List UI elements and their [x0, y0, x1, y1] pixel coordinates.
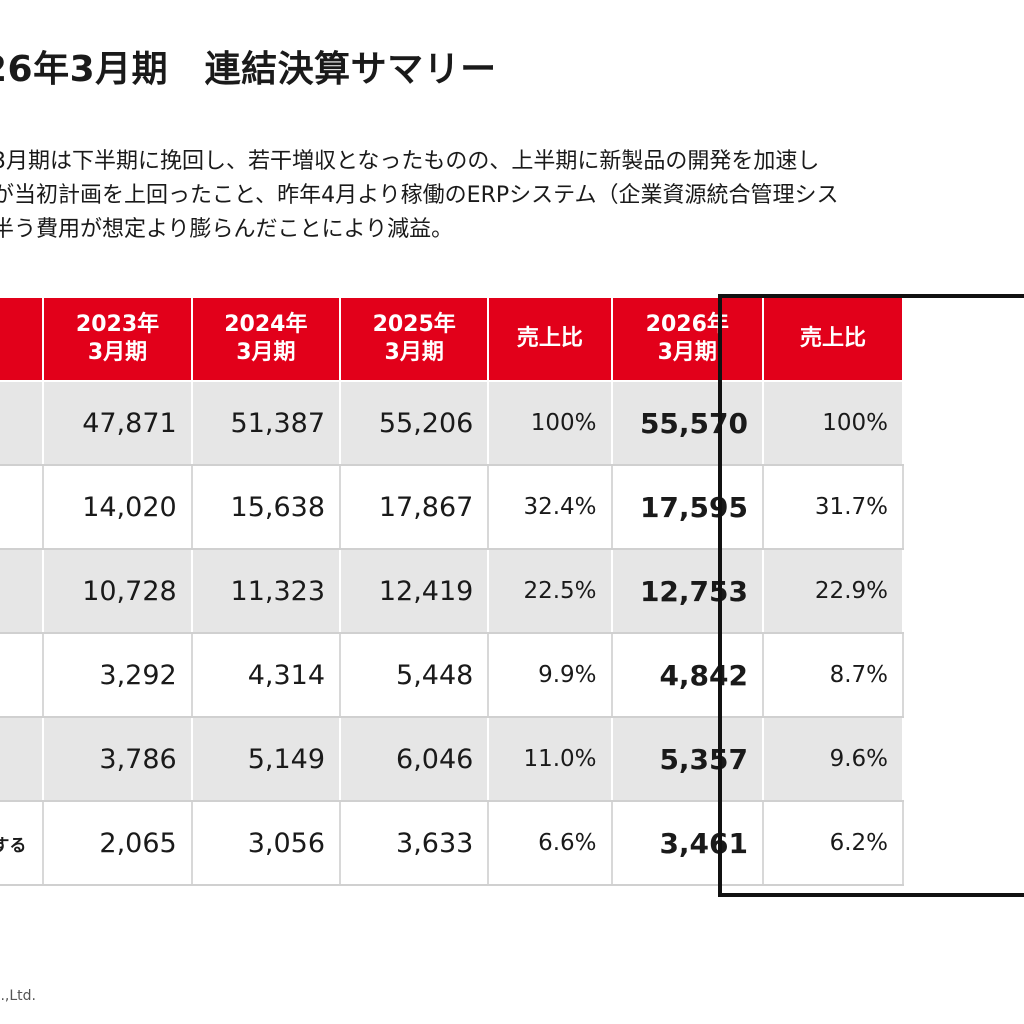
cell-2026: 12,753: [610, 548, 765, 634]
cell-2023: 3,292: [42, 632, 193, 718]
table-row: 3,786 5,149 6,046 11.0% 5,357 9.6%: [0, 716, 904, 802]
header-label-cell: [0, 296, 45, 382]
page-title: 26年3月期 連結決算サマリー: [0, 49, 497, 90]
header-2024: 2024年 3月期: [190, 296, 342, 382]
cell-ratio-2025: 100%: [487, 380, 613, 466]
cell-ratio-2025: 6.6%: [487, 800, 613, 886]
cell-2024: 3,056: [190, 800, 342, 886]
cell-ratio-2026: 31.7%: [762, 464, 904, 550]
cell-2026: 55,570: [610, 380, 765, 466]
row-label: [0, 632, 45, 718]
cell-2023: 2,065: [42, 800, 193, 886]
row-label: 帰属する: [0, 800, 45, 886]
cell-2024: 4,314: [190, 632, 342, 718]
cell-2023: 47,871: [42, 380, 193, 466]
header-2023: 2023年 3月期: [42, 296, 193, 382]
cell-ratio-2026: 22.9%: [762, 548, 904, 634]
cell-2023: 10,728: [42, 548, 193, 634]
cell-2026: 4,842: [610, 632, 765, 718]
cell-ratio-2025: 9.9%: [487, 632, 613, 718]
row-label: [0, 464, 45, 550]
cell-2026: 5,357: [610, 716, 765, 802]
table-row: 10,728 11,323 12,419 22.5% 12,753 22.9%: [0, 548, 904, 634]
cell-2024: 15,638: [190, 464, 342, 550]
cell-ratio-2026: 8.7%: [762, 632, 904, 718]
row-label: [0, 716, 45, 802]
table-header-row: 2023年 3月期 2024年 3月期 2025年 3月期 売上比 2026年 3月期 …: [0, 296, 904, 382]
cell-ratio-2025: 11.0%: [487, 716, 613, 802]
table-row: 47,871 51,387 55,206 100% 55,570 100%: [0, 380, 904, 466]
summary-line-2: が当初計画を上回ったこと、昨年4月より稼働のERPシステム（企業資源統合管理シス: [0, 183, 839, 208]
cell-2026: 3,461: [610, 800, 765, 886]
header-ratio-2026: 売上比: [762, 296, 904, 382]
cell-2024: 51,387: [190, 380, 342, 466]
cell-2025: 5,448: [339, 632, 490, 718]
table-row: 帰属する 2,065 3,056 3,633 6.6% 3,461 6.2%: [0, 800, 904, 886]
cell-2025: 17,867: [339, 464, 490, 550]
header-ratio-2025: 売上比: [487, 296, 613, 382]
cell-ratio-2026: 100%: [762, 380, 904, 466]
cell-2025: 55,206: [339, 380, 490, 466]
cell-2023: 14,020: [42, 464, 193, 550]
table-row: 3,292 4,314 5,448 9.9% 4,842 8.7%: [0, 632, 904, 718]
cell-2025: 12,419: [339, 548, 490, 634]
row-label: [0, 380, 45, 466]
summary-line-3: 半う費用が想定より膨らんだことにより減益。: [0, 217, 454, 242]
header-2026: 2026年 3月期: [610, 296, 765, 382]
financial-summary-table: 2023年 3月期 2024年 3月期 2025年 3月期 売上比 2026年 3月期 …: [0, 296, 904, 886]
summary-line-1: 3月期は下半期に挽回し、若干増収となったものの、上半期に新製品の開発を加速し: [0, 149, 820, 174]
header-2025: 2025年 3月期: [339, 296, 490, 382]
cell-2024: 5,149: [190, 716, 342, 802]
cell-2024: 11,323: [190, 548, 342, 634]
copyright-footer: ..,Ltd.: [0, 988, 36, 1004]
table-row: 14,020 15,638 17,867 32.4% 17,595 31.7%: [0, 464, 904, 550]
cell-ratio-2025: 22.5%: [487, 548, 613, 634]
cell-2025: 3,633: [339, 800, 490, 886]
cell-2023: 3,786: [42, 716, 193, 802]
row-label: [0, 548, 45, 634]
cell-ratio-2026: 6.2%: [762, 800, 904, 886]
cell-ratio-2025: 32.4%: [487, 464, 613, 550]
cell-2025: 6,046: [339, 716, 490, 802]
cell-ratio-2026: 9.6%: [762, 716, 904, 802]
cell-2026: 17,595: [610, 464, 765, 550]
summary-text: 3月期は下半期に挽回し、若干増収となったものの、上半期に新製品の開発を加速し が…: [0, 145, 1024, 247]
